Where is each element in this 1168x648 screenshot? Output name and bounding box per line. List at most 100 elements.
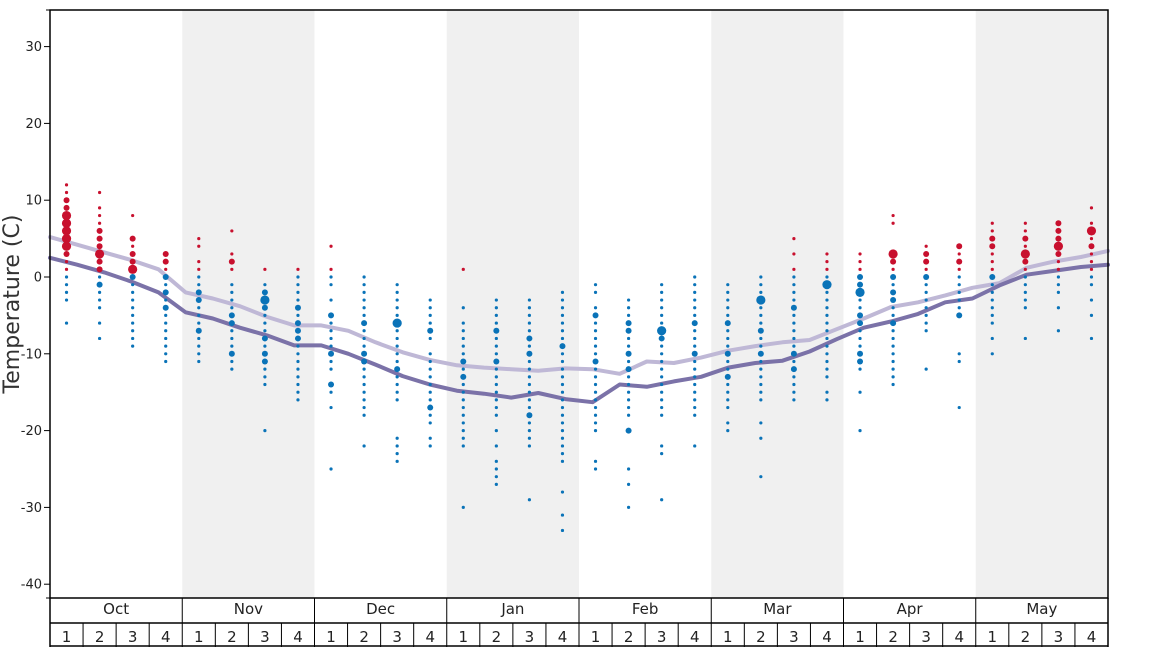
temperature-dot — [61, 226, 72, 236]
temperature-dot — [230, 290, 234, 294]
temperature-dot — [1056, 290, 1061, 294]
temperature-dot — [691, 320, 698, 327]
temperature-dot — [1089, 275, 1094, 279]
temperature-dot — [97, 290, 102, 294]
temperature-dot — [362, 290, 366, 294]
temperature-dot — [693, 444, 697, 448]
temperature-dot — [131, 344, 135, 348]
temperature-dot — [660, 367, 664, 371]
temperature-dot — [726, 298, 730, 302]
temperature-dot — [891, 306, 895, 310]
temperature-dot — [428, 390, 432, 394]
temperature-dot — [857, 274, 864, 280]
temperature-dot — [493, 327, 500, 334]
temperature-dot — [957, 306, 961, 310]
temperature-dot — [230, 229, 234, 233]
temperature-dot — [263, 367, 267, 371]
temperature-dot — [890, 297, 897, 304]
temperature-dot — [626, 344, 631, 348]
temperature-dot — [460, 373, 467, 380]
temperature-dot — [296, 313, 300, 317]
temperature-dot — [97, 306, 102, 310]
temperature-dot — [890, 258, 897, 265]
temperature-dot — [693, 398, 697, 402]
temperature-dot — [1089, 336, 1094, 341]
temperature-dot — [392, 318, 402, 328]
temperature-dot — [560, 306, 565, 310]
week-label: 3 — [525, 628, 535, 646]
temperature-dot — [494, 382, 498, 387]
temperature-dot — [757, 327, 764, 334]
temperature-dot — [228, 258, 235, 265]
temperature-dot — [1056, 275, 1061, 279]
temperature-dot — [792, 237, 796, 241]
temperature-dot — [560, 321, 565, 325]
temperature-dot — [693, 405, 697, 410]
week-label: 4 — [558, 628, 568, 646]
temperature-dot — [560, 405, 565, 410]
temperature-dot — [296, 382, 300, 387]
avg-low-line — [48, 255, 1110, 405]
temperature-dot — [726, 421, 730, 425]
temperature-dot — [822, 280, 832, 290]
temperature-dot — [660, 405, 664, 410]
temperature-dot — [790, 304, 797, 311]
temperature-dot — [164, 298, 168, 302]
temperature-dot — [494, 475, 498, 479]
temperature-dot — [527, 382, 532, 387]
temperature-dot — [660, 452, 664, 456]
temperature-dot — [825, 306, 829, 310]
temperature-dot — [626, 359, 631, 364]
temperature-dot — [759, 321, 763, 325]
temperature-dot — [527, 298, 532, 302]
temperature-dot — [64, 260, 69, 264]
temperature-dot — [593, 344, 598, 348]
temperature-dot — [361, 320, 368, 327]
temperature-dot — [494, 313, 498, 317]
temperature-dot — [593, 413, 598, 417]
temperature-dot — [924, 267, 928, 271]
temperature-dot — [362, 398, 366, 402]
temperature-dot — [990, 336, 994, 341]
temperature-dot — [560, 352, 565, 356]
temperature-dot — [494, 467, 498, 471]
temperature-dot — [362, 444, 366, 448]
temperature-dot — [97, 298, 102, 302]
temperature-dot — [626, 298, 631, 302]
week-label: 3 — [657, 628, 667, 646]
average-lines — [48, 235, 1110, 405]
temperature-dot — [593, 352, 598, 356]
temperature-dot — [792, 329, 796, 333]
temperature-dot — [61, 210, 72, 221]
temperature-dot — [759, 382, 763, 387]
temperature-dot — [395, 298, 399, 302]
temperature-dot — [263, 321, 267, 325]
temperature-dot — [395, 398, 399, 402]
temperature-dot — [428, 398, 432, 402]
temperature-dot — [890, 289, 897, 296]
temperature-dot — [197, 321, 201, 325]
temperature-dot — [494, 367, 498, 371]
temperature-dot — [693, 306, 697, 310]
temperature-dot — [990, 313, 994, 317]
temperature-dot — [1089, 298, 1094, 302]
temperature-dot — [825, 275, 829, 279]
temperature-dot — [96, 243, 103, 250]
temperature-dot — [990, 221, 994, 225]
temperature-dot — [527, 306, 532, 310]
temperature-dot — [1056, 283, 1061, 287]
temperature-dot — [197, 237, 201, 241]
temperature-dot — [825, 329, 829, 333]
temperature-dot — [759, 313, 763, 317]
temperature-dot — [494, 375, 498, 379]
temperature-dot — [924, 367, 928, 371]
temperature-dot — [593, 283, 598, 287]
temperature-dot — [527, 375, 532, 379]
temperature-dot — [131, 321, 135, 325]
temperature-dot — [362, 382, 366, 387]
temperature-dot — [493, 358, 500, 365]
temperature-dot — [693, 359, 697, 364]
temperature-dot — [1023, 336, 1027, 341]
temperature-dot — [329, 405, 333, 410]
temperature-dot — [756, 295, 766, 305]
